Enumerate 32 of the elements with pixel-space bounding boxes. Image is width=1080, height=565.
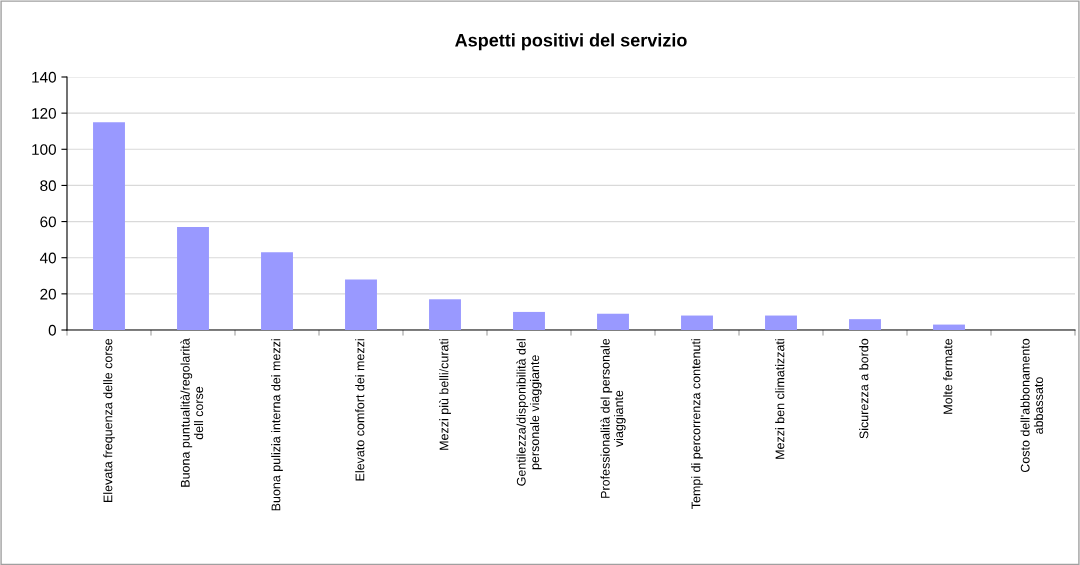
bar	[93, 122, 125, 330]
y-tick-label: 140	[32, 71, 56, 83]
y-tick-label: 0	[48, 324, 56, 336]
bar	[849, 319, 881, 330]
bar	[681, 315, 713, 330]
x-tick-label: Elevata frequenza delle corse	[103, 338, 115, 502]
bar	[597, 313, 629, 330]
x-tick-label: Buona pulizia interna dei mezzi	[271, 339, 283, 511]
y-tick-label: 20	[40, 288, 56, 300]
x-tick-label: Mezzi ben climatizzati	[775, 339, 785, 459]
y-tick-label: 100	[32, 144, 56, 155]
bar	[933, 324, 965, 330]
y-tick-label: 60	[40, 216, 56, 228]
x-tick-label: Mezzi più belli/curati	[439, 339, 451, 450]
x-tick-label: Buona puntualità/regolarità dell corse	[180, 338, 204, 487]
y-tick-label: 40	[39, 252, 56, 264]
bar	[513, 311, 545, 330]
y-tick-label: 80	[40, 180, 56, 192]
x-tick-label: Costo dell'abbonamento abbassato	[1020, 338, 1044, 473]
chart-title: Aspetti positivi del servizio	[455, 33, 687, 51]
x-tick-label: Gentilezza/disponibilità del personale viaggiante	[516, 339, 542, 486]
x-tick-label: Molte fermate	[943, 338, 953, 414]
bar	[177, 226, 209, 330]
y-tick-label: 120	[32, 108, 56, 119]
x-tick-label: Professionalità del personale viaggiante	[600, 338, 626, 498]
x-tick-label: Elevato comfort dei mezzi	[355, 339, 365, 481]
x-tick-label: Tempi di percorrenza contenuti	[691, 339, 703, 509]
bar	[429, 299, 461, 330]
bar	[765, 315, 797, 330]
x-tick-label: Sicurezza a bordo	[859, 338, 869, 439]
bar	[261, 252, 293, 330]
bar	[345, 279, 377, 330]
